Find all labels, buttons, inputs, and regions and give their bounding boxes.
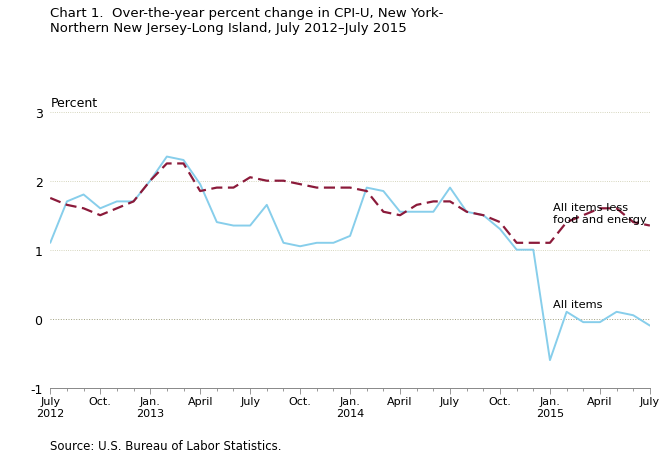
Text: All items: All items [553, 299, 603, 309]
Text: Chart 1.  Over-the-year percent change in CPI-U, New York-
Northern New Jersey-L: Chart 1. Over-the-year percent change in… [50, 7, 444, 35]
Text: All items less
food and energy: All items less food and energy [553, 202, 647, 225]
Text: Source: U.S. Bureau of Labor Statistics.: Source: U.S. Bureau of Labor Statistics. [50, 439, 282, 452]
Text: Percent: Percent [50, 97, 97, 110]
